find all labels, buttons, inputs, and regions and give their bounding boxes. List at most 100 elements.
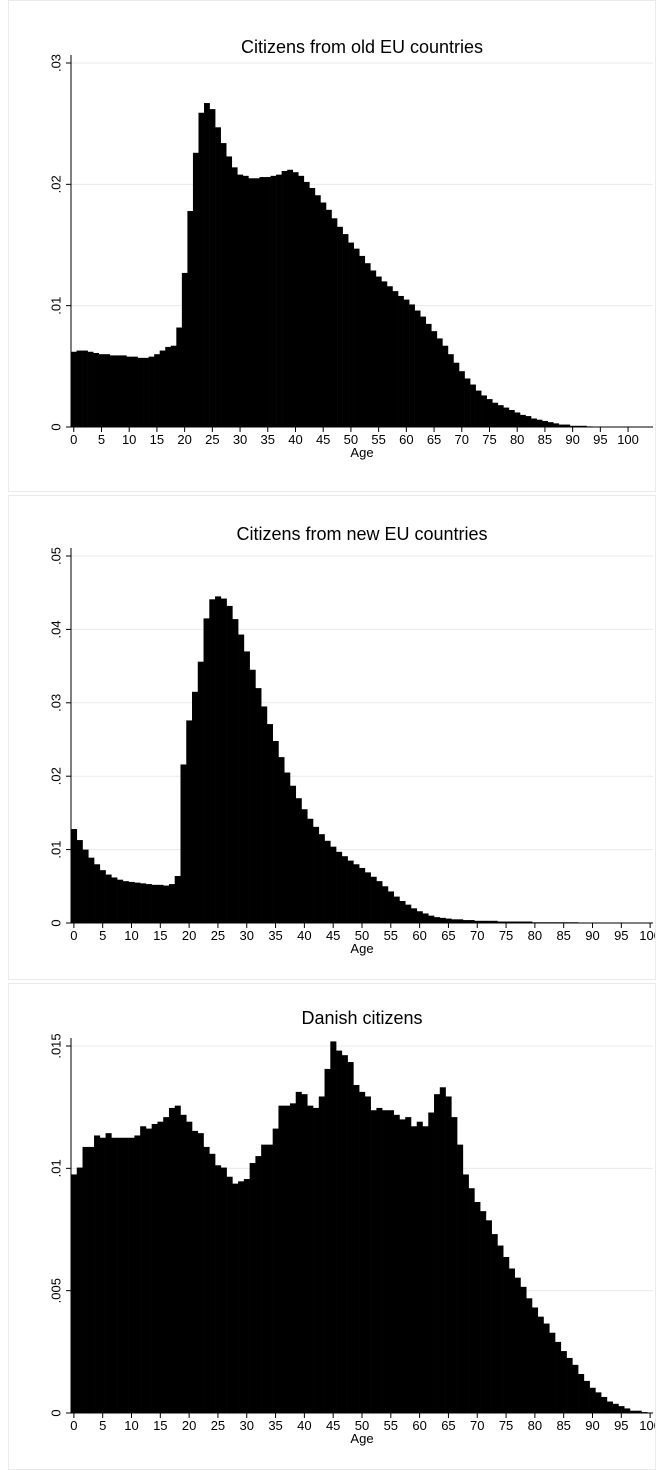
bar-age-73 — [491, 920, 498, 923]
bar-age-41 — [307, 818, 314, 923]
bar-age-31 — [249, 669, 256, 923]
bar-age-81 — [519, 414, 526, 427]
bar-age-35 — [272, 740, 279, 923]
bar-age-16 — [163, 885, 170, 923]
bar-age-3 — [88, 857, 95, 923]
y-tick-label: .01 — [48, 297, 63, 315]
bar-age-55 — [387, 891, 394, 923]
bar-age-57 — [386, 286, 393, 427]
bar-age-83 — [549, 1332, 556, 1413]
bar-age-72 — [470, 384, 476, 427]
bar-age-45 — [330, 846, 337, 923]
bar-age-60 — [416, 1121, 423, 1413]
bar-age-23 — [203, 618, 210, 923]
bar-age-59 — [398, 295, 404, 427]
bar-age-33 — [253, 178, 260, 427]
bar-age-52 — [370, 876, 377, 923]
bar-age-71 — [480, 920, 487, 923]
bar-age-56 — [393, 1114, 400, 1413]
bar-age-83 — [531, 418, 537, 427]
bar-age-88 — [558, 424, 565, 427]
bar-age-45 — [330, 1041, 337, 1413]
bar-age-19 — [176, 327, 183, 427]
y-tick-label: 0 — [48, 1409, 63, 1416]
bar-age-49 — [342, 234, 349, 427]
bar-age-54 — [370, 270, 377, 427]
bar-age-40 — [301, 809, 308, 923]
bar-age-25 — [215, 596, 222, 923]
x-tick-label: 65 — [441, 1418, 455, 1433]
x-tick-label: 0 — [70, 928, 77, 943]
x-axis-label: Age — [350, 1431, 373, 1446]
bar-age-98 — [635, 1410, 642, 1413]
x-tick-label: 100 — [617, 432, 639, 447]
x-tick-label: 50 — [355, 928, 369, 943]
y-tick-label: .005 — [48, 1278, 63, 1303]
bar-age-61 — [422, 913, 429, 923]
x-tick-label: 40 — [297, 928, 311, 943]
bar-age-64 — [425, 323, 432, 427]
bar-age-96 — [624, 1408, 631, 1413]
bar-age-63 — [434, 917, 441, 923]
bar-age-36 — [278, 1105, 285, 1413]
bar-age-80 — [514, 412, 521, 427]
x-axis-label: Age — [350, 941, 373, 956]
bar-age-76 — [492, 402, 499, 427]
x-tick-label: 40 — [297, 1418, 311, 1433]
bar-age-32 — [248, 178, 255, 427]
bar-age-72 — [485, 1220, 492, 1413]
bar-age-30 — [237, 174, 244, 427]
bar-age-65 — [445, 918, 452, 923]
x-tick-label: 35 — [268, 1418, 282, 1433]
x-tick-label: 35 — [268, 928, 282, 943]
x-tick-label: 75 — [499, 1418, 513, 1433]
x-tick-label: 90 — [585, 1418, 599, 1433]
bar-age-58 — [405, 904, 412, 923]
x-tick-label: 95 — [614, 1418, 628, 1433]
x-tick-label: 95 — [614, 928, 628, 943]
bar-age-78 — [520, 921, 527, 923]
bar-age-2 — [82, 849, 89, 923]
bar-age-24 — [204, 103, 210, 427]
bar-age-1 — [76, 1167, 83, 1413]
bar-age-23 — [198, 112, 205, 427]
x-tick-label: 60 — [412, 928, 426, 943]
bar-age-37 — [284, 772, 291, 923]
bar-age-38 — [289, 785, 297, 923]
bar-age-60 — [416, 911, 423, 923]
bar-age-63 — [420, 316, 427, 427]
chart-title: Citizens from new EU countries — [236, 524, 487, 544]
x-tick-label: 80 — [528, 1418, 542, 1433]
y-tick-label: .05 — [48, 547, 63, 565]
bar-age-77 — [497, 405, 504, 427]
bar-age-89 — [583, 1380, 590, 1413]
bar-age-62 — [428, 915, 435, 923]
bar-age-24 — [209, 1153, 216, 1413]
bar-age-68 — [462, 1174, 469, 1413]
x-tick-label: 50 — [355, 1418, 369, 1433]
bar-age-40 — [301, 1094, 308, 1413]
bar-age-46 — [325, 209, 332, 427]
bar-age-44 — [324, 1068, 331, 1413]
bar-age-55 — [387, 1110, 394, 1413]
bar-age-78 — [503, 407, 510, 427]
x-tick-label: 85 — [556, 1418, 570, 1433]
bar-age-39 — [295, 1091, 302, 1414]
x-tick-label: 50 — [344, 432, 358, 447]
bar-age-66 — [451, 1117, 458, 1413]
bar-age-82 — [525, 416, 532, 427]
bar-age-31 — [242, 175, 249, 427]
bar-age-32 — [255, 1156, 262, 1413]
bar-age-4 — [94, 864, 101, 923]
bar-age-12 — [137, 357, 144, 427]
x-tick-label: 10 — [124, 928, 138, 943]
bar-age-50 — [348, 242, 354, 427]
x-tick-label: 30 — [240, 928, 254, 943]
bar-age-70 — [474, 1201, 481, 1413]
bar-age-0 — [71, 1174, 78, 1413]
bar-age-33 — [261, 706, 268, 923]
bar-age-42 — [313, 826, 320, 923]
bar-age-13 — [145, 884, 152, 923]
bar-age-9 — [120, 355, 127, 427]
bar-age-53 — [376, 881, 383, 923]
